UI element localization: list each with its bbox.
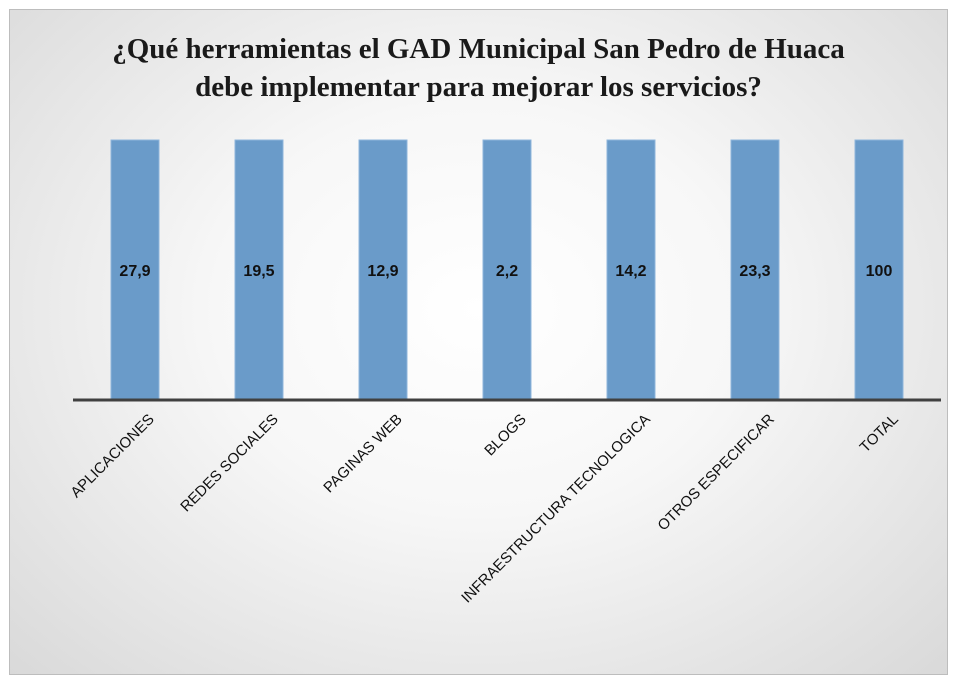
value-label: 19,5 [243, 263, 274, 280]
bar [358, 139, 408, 401]
value-label: 27,9 [119, 263, 150, 280]
value-label: 14,2 [615, 263, 646, 280]
chart-area [9, 9, 948, 675]
value-label: 12,9 [367, 263, 398, 280]
x-tick-label: REDES SOCIALES [177, 411, 282, 516]
value-label: 2,2 [496, 263, 518, 280]
x-tick-label: TOTAL [857, 411, 902, 456]
bar [730, 139, 780, 401]
x-tick-label: BLOGS [481, 411, 530, 460]
x-tick-label: OTROS ESPECIFICAR [654, 411, 778, 535]
bar [110, 139, 160, 401]
bar [606, 139, 656, 401]
x-tick-label: PAGINAS WEB [320, 411, 406, 497]
bar [482, 139, 532, 401]
value-label: 100 [866, 263, 893, 280]
x-tick-label: APLICACIONES [67, 411, 157, 501]
bar [854, 139, 904, 401]
chart-title: ¿Qué herramientas el GAD Municipal San P… [112, 33, 845, 103]
value-label: 23,3 [739, 263, 770, 280]
